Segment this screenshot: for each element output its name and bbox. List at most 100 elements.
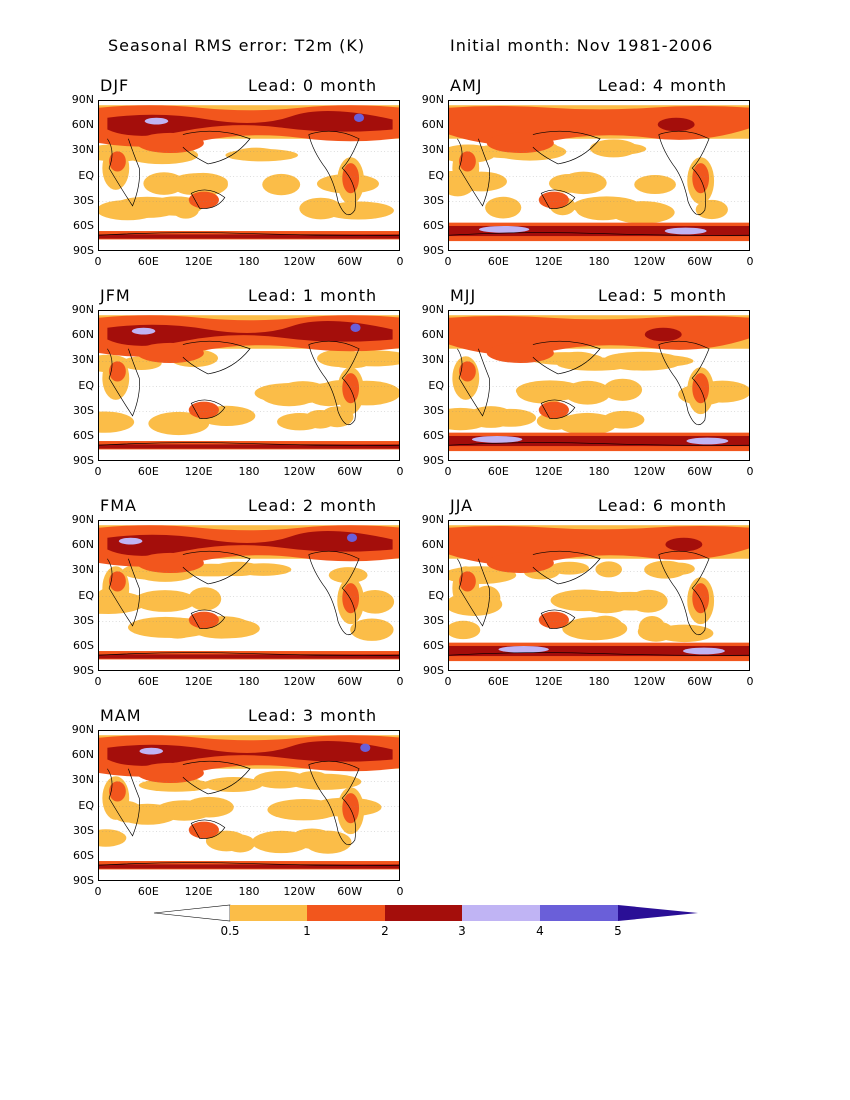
longitude-tick-label: 180	[238, 885, 260, 898]
colorbar-bin-4	[462, 905, 540, 921]
colorbar-bin-3	[385, 905, 462, 921]
latitude-tick-label: 90N	[71, 93, 94, 106]
longitude-tick-label: 120E	[534, 675, 563, 688]
latitude-tick-label: EQ	[78, 798, 94, 812]
latitude-tick-label: 90N	[421, 93, 444, 106]
longitude-tick-label: 180	[238, 255, 260, 268]
colorbar-high-arrow	[618, 905, 698, 921]
longitude-tick-label: 120W	[633, 675, 666, 688]
colorbar-tick-label: 1	[303, 924, 311, 938]
longitude-tick-label: 0	[396, 255, 404, 268]
colorbar-tick-label: 0.5	[220, 924, 240, 938]
longitude-tick-label: 120E	[184, 465, 213, 478]
longitude-tick-label: 60W	[337, 465, 363, 478]
panel-lead-label: Lead: 2 month	[248, 496, 378, 515]
colorbar-tick-label: 2	[381, 924, 389, 938]
longitude-tick-label: 120W	[283, 465, 316, 478]
latitude-tick-label: 30N	[71, 143, 94, 157]
latitude-tick-label: 90N	[421, 513, 444, 526]
map-panel-mjj	[448, 310, 750, 461]
latitude-tick-label: 30N	[71, 353, 94, 367]
latitude-tick-label: 90S	[73, 454, 94, 467]
panel-season-label: JFM	[100, 286, 131, 305]
latitude-tick-label: 30S	[73, 403, 94, 417]
map-panel-jfm	[98, 310, 400, 461]
panel-lead-label: Lead: 3 month	[248, 706, 378, 725]
map-panel-fma	[98, 520, 400, 671]
panel-season-label: FMA	[100, 496, 137, 515]
latitude-tick-label: 60N	[421, 538, 444, 552]
longitude-tick-label: 120W	[283, 675, 316, 688]
longitude-tick-label: 60W	[687, 465, 713, 478]
longitude-tick-label: 0	[94, 675, 102, 688]
latitude-tick-label: 90N	[71, 303, 94, 316]
latitude-tick-label: 30N	[421, 143, 444, 157]
map-panel-jja	[448, 520, 750, 671]
latitude-tick-label: 30N	[71, 563, 94, 577]
latitude-tick-label: EQ	[78, 378, 94, 392]
latitude-tick-label: 60S	[73, 848, 94, 862]
longitude-tick-label: 0	[94, 465, 102, 478]
latitude-tick-label: 60N	[71, 118, 94, 132]
longitude-tick-label: 60E	[137, 255, 159, 268]
longitude-tick-label: 180	[238, 675, 260, 688]
panel-season-label: MAM	[100, 706, 142, 725]
longitude-tick-label: 60E	[487, 465, 509, 478]
panel-lead-label: Lead: 0 month	[248, 76, 378, 95]
panel-lead-label: Lead: 6 month	[598, 496, 728, 515]
longitude-tick-label: 120E	[534, 465, 563, 478]
latitude-tick-label: 60N	[421, 118, 444, 132]
longitude-tick-label: 120E	[184, 255, 213, 268]
latitude-tick-label: 60S	[73, 218, 94, 232]
latitude-tick-label: 90N	[71, 723, 94, 736]
map-panel-djf	[98, 100, 400, 251]
latitude-tick-label: 60S	[423, 428, 444, 442]
longitude-tick-label: 60W	[687, 675, 713, 688]
latitude-tick-label: 30N	[71, 773, 94, 787]
latitude-tick-label: 30N	[421, 563, 444, 577]
latitude-tick-label: 60S	[73, 638, 94, 652]
panel-lead-label: Lead: 1 month	[248, 286, 378, 305]
panel-lead-label: Lead: 5 month	[598, 286, 728, 305]
longitude-tick-label: 60E	[487, 675, 509, 688]
latitude-tick-label: EQ	[78, 168, 94, 182]
longitude-tick-label: 120E	[534, 255, 563, 268]
longitude-tick-label: 0	[94, 885, 102, 898]
latitude-tick-label: 60S	[73, 428, 94, 442]
latitude-tick-label: 30S	[423, 403, 444, 417]
longitude-tick-label: 60E	[137, 465, 159, 478]
panel-season-label: MJJ	[450, 286, 477, 305]
latitude-tick-label: 90S	[423, 244, 444, 257]
colorbar	[153, 904, 698, 922]
longitude-tick-label: 0	[746, 465, 754, 478]
latitude-tick-label: EQ	[428, 378, 444, 392]
latitude-tick-label: EQ	[78, 588, 94, 602]
panel-season-label: DJF	[100, 76, 130, 95]
latitude-tick-label: 90N	[421, 303, 444, 316]
colorbar-bin-1	[230, 905, 307, 921]
latitude-tick-label: 90S	[73, 664, 94, 677]
latitude-tick-label: 90S	[423, 454, 444, 467]
latitude-tick-label: 60N	[71, 538, 94, 552]
latitude-tick-label: 90S	[73, 874, 94, 887]
longitude-tick-label: 60E	[487, 255, 509, 268]
latitude-tick-label: 90N	[71, 513, 94, 526]
longitude-tick-label: 120E	[184, 885, 213, 898]
colorbar-low-arrow	[153, 904, 231, 922]
latitude-tick-label: 30S	[73, 193, 94, 207]
colorbar-tick-label: 4	[536, 924, 544, 938]
colorbar-bin-2	[307, 905, 385, 921]
longitude-tick-label: 0	[396, 465, 404, 478]
latitude-tick-label: 60S	[423, 638, 444, 652]
latitude-tick-label: 30S	[423, 613, 444, 627]
latitude-tick-label: EQ	[428, 168, 444, 182]
longitude-tick-label: 120W	[633, 255, 666, 268]
latitude-tick-label: 30N	[421, 353, 444, 367]
figure-title-right: Initial month: Nov 1981-2006	[450, 36, 714, 55]
longitude-tick-label: 0	[396, 885, 404, 898]
latitude-tick-label: 60N	[71, 328, 94, 342]
longitude-tick-label: 120W	[633, 465, 666, 478]
colorbar-tick-label: 5	[614, 924, 622, 938]
longitude-tick-label: 0	[444, 255, 452, 268]
longitude-tick-label: 180	[588, 465, 610, 478]
